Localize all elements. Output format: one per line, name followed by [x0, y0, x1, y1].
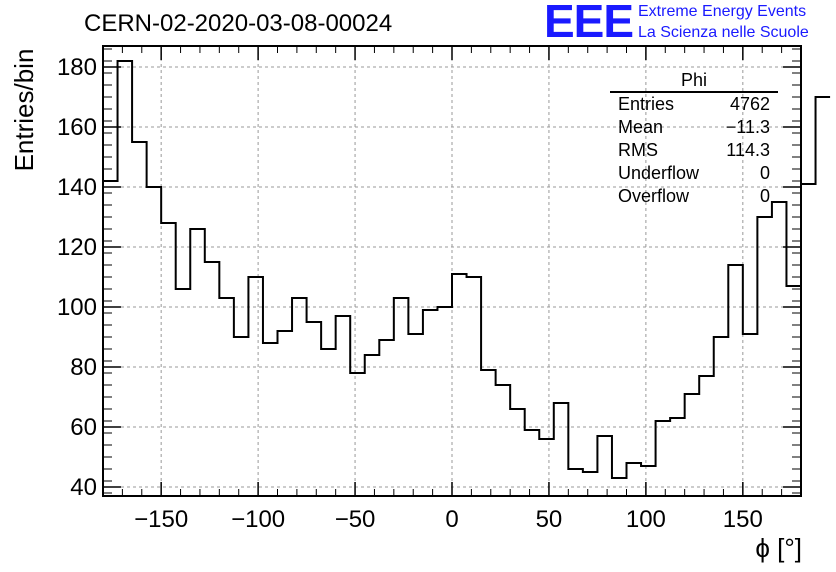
y-tick-label: 80: [70, 354, 97, 381]
histogram-bin: [423, 310, 438, 496]
histogram-bin: [467, 277, 482, 496]
stats-row-rms: RMS 114.3: [618, 140, 770, 162]
histogram-bin: [554, 403, 569, 496]
histogram-bin: [437, 307, 452, 496]
y-tick-label: 60: [70, 414, 97, 441]
x-tick-label: 100: [626, 506, 666, 533]
logo-mark: EEE: [544, 0, 634, 47]
histogram-line: [103, 60, 831, 479]
stats-key: RMS: [618, 140, 658, 160]
stats-value: 0: [759, 163, 770, 183]
histogram-bin: [278, 331, 293, 496]
histogram-bin: [568, 469, 583, 496]
histogram-bin: [714, 337, 729, 496]
stats-key: Overflow: [618, 186, 690, 206]
y-tick-label: 160: [57, 114, 97, 141]
histogram-bin: [176, 289, 191, 496]
stats-value: 4762: [729, 94, 770, 114]
x-tick-label: −150: [134, 506, 188, 533]
chart-title: CERN-02-2020-03-08-00024: [84, 10, 393, 37]
histogram-bin: [772, 202, 787, 496]
histogram-bin: [685, 394, 700, 496]
histogram-bin: [801, 184, 816, 496]
stats-box: Phi Entries 4762 Mean −11.3 RMS 114.3 Un…: [610, 70, 778, 210]
histogram-bin: [408, 334, 423, 496]
histogram-bin: [757, 217, 772, 496]
histogram-bin: [481, 370, 496, 496]
histogram-bin: [292, 298, 307, 496]
histogram-bin: [379, 340, 394, 496]
histogram-bin: [365, 355, 380, 496]
histogram-bin: [219, 298, 234, 496]
stats-key: Entries: [618, 94, 675, 114]
histogram-bin: [627, 463, 642, 496]
histogram-bin: [234, 337, 249, 496]
histogram-bin: [641, 466, 656, 496]
stats-key: Underflow: [618, 163, 700, 183]
stats-row-entries: Entries 4762: [618, 94, 770, 116]
histogram-bin: [205, 262, 220, 496]
logo-line-1: Extreme Energy Events: [638, 3, 807, 20]
x-tick-label: 50: [536, 506, 563, 533]
stats-row-mean: Mean −11.3: [618, 117, 770, 139]
histogram-bin: [743, 334, 758, 496]
histogram-bin: [350, 373, 365, 496]
histogram-bin: [583, 472, 598, 496]
y-tick-label: 40: [70, 474, 97, 501]
histogram-bin: [147, 187, 162, 496]
x-tick-label: −100: [231, 506, 285, 533]
stats-divider: [610, 91, 778, 93]
y-tick-label: 120: [57, 234, 97, 261]
histogram-bin: [336, 316, 351, 496]
y-tick-label: 140: [57, 174, 97, 201]
stats-row-underflow: Underflow 0: [618, 163, 770, 185]
stats-row-overflow: Overflow 0: [618, 186, 770, 208]
x-tick-label: 150: [723, 506, 763, 533]
histogram-bin: [394, 298, 409, 496]
histogram-bin: [510, 409, 525, 496]
histogram-bin: [190, 229, 205, 496]
stats-key: Mean: [618, 117, 664, 137]
histogram-bin: [321, 349, 336, 496]
histogram-bin: [248, 277, 263, 496]
y-tick-label: 100: [57, 294, 97, 321]
histogram-bin: [263, 343, 278, 496]
histogram-bin: [656, 421, 671, 496]
stats-value: 114.3: [726, 140, 770, 160]
histogram-bin: [161, 223, 176, 496]
histogram-bin: [816, 97, 831, 496]
histogram-bin: [728, 265, 743, 496]
x-axis-label: ϕ [°]: [755, 533, 802, 563]
histogram-bin: [103, 181, 118, 496]
stats-value: 0: [759, 186, 770, 206]
logo-line-2: La Scienza nelle Scuole: [638, 24, 809, 41]
histogram-bin: [786, 286, 801, 496]
y-tick-label: 180: [57, 54, 97, 81]
x-tick-label: 0: [445, 506, 458, 533]
x-tick-label: −50: [335, 506, 376, 533]
histogram-bin: [132, 142, 147, 496]
histogram-bin: [670, 418, 685, 496]
stats-title: Phi: [680, 70, 707, 90]
histogram-bin: [699, 376, 714, 496]
eee-logo: EEE Extreme Energy Events La Scienza nel…: [544, 0, 834, 48]
histogram-bin: [525, 430, 540, 496]
histogram-bin: [496, 385, 511, 496]
stats-value: −11.3: [725, 117, 770, 137]
histogram-bin: [307, 322, 322, 496]
